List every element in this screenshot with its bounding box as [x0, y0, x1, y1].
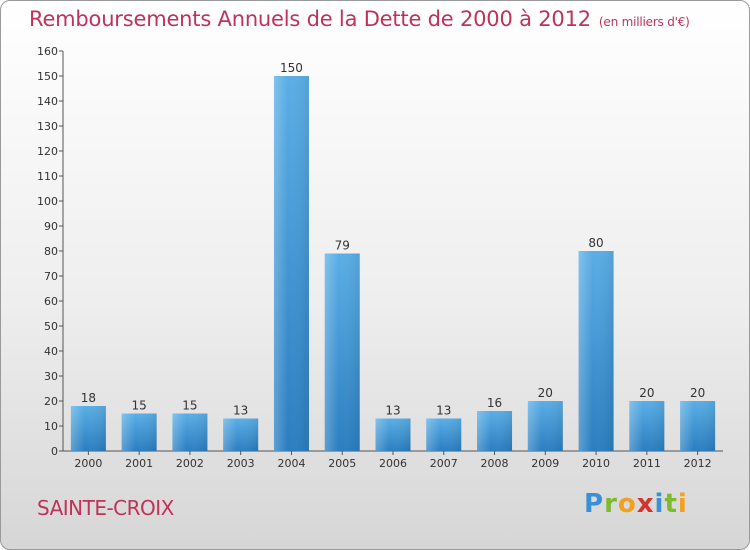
y-tick-label: 120	[37, 145, 58, 158]
bar-value-label: 80	[588, 236, 603, 250]
bar-value-label: 15	[182, 399, 197, 413]
bar-shade-2007	[426, 418, 462, 451]
bar-shade-2001	[121, 413, 157, 451]
chart-title-text: Remboursements Annuels de la Dette de 20…	[29, 7, 591, 31]
bar-shade-2005	[324, 253, 360, 451]
x-tick-label: 2008	[481, 457, 509, 470]
x-tick-label: 2012	[684, 457, 712, 470]
y-tick-label: 100	[37, 195, 58, 208]
x-tick-label: 2009	[531, 457, 559, 470]
y-tick-label: 60	[44, 295, 58, 308]
x-tick-label: 2003	[227, 457, 255, 470]
bar-shade-2002	[172, 413, 208, 451]
y-tick-label: 140	[37, 95, 58, 108]
x-tick-label: 2000	[74, 457, 102, 470]
bar-shade-2006	[375, 418, 411, 451]
y-tick-label: 150	[37, 70, 58, 83]
bar-value-label: 16	[487, 396, 502, 410]
y-tick-label: 90	[44, 220, 58, 233]
y-tick-label: 160	[37, 45, 58, 58]
x-tick-label: 2011	[633, 457, 661, 470]
bar-value-label: 13	[385, 404, 400, 418]
y-tick-label: 10	[44, 420, 58, 433]
y-tick-label: 30	[44, 370, 58, 383]
bar-shade-2009	[527, 401, 563, 451]
y-tick-label: 20	[44, 395, 58, 408]
bar-value-label: 150	[280, 61, 303, 75]
x-tick-label: 2010	[582, 457, 610, 470]
bar-shade-2008	[477, 411, 513, 451]
x-tick-label: 2006	[379, 457, 407, 470]
x-tick-label: 2007	[430, 457, 458, 470]
x-tick-label: 2002	[176, 457, 204, 470]
x-tick-label: 2004	[277, 457, 305, 470]
commune-name: SAINTE-CROIX	[37, 496, 174, 520]
bar-value-label: 20	[690, 386, 705, 400]
bar-value-label: 15	[132, 399, 147, 413]
y-tick-label: 50	[44, 320, 58, 333]
bar-value-label: 18	[81, 391, 96, 405]
y-tick-label: 110	[37, 170, 58, 183]
chart-title: Remboursements Annuels de la Dette de 20…	[29, 7, 690, 31]
bar-value-label: 20	[639, 386, 654, 400]
proxiti-logo: Proxiti	[584, 489, 688, 519]
y-tick-label: 0	[51, 445, 58, 458]
y-tick-label: 80	[44, 245, 58, 258]
bar-value-label: 79	[335, 239, 350, 253]
chart-unit: (en milliers d'€)	[598, 15, 690, 29]
bar-shade-2003	[223, 418, 259, 451]
bar-shade-2004	[273, 76, 309, 451]
bar-shade-2012	[680, 401, 716, 451]
bar-shade-2011	[629, 401, 665, 451]
y-tick-label: 130	[37, 120, 58, 133]
y-tick-label: 40	[44, 345, 58, 358]
bar-value-label: 13	[436, 404, 451, 418]
y-tick-label: 70	[44, 270, 58, 283]
bar-value-label: 20	[538, 386, 553, 400]
bar-shade-2000	[70, 406, 106, 451]
bar-shade-2010	[578, 251, 614, 451]
x-tick-label: 2005	[328, 457, 356, 470]
x-tick-label: 2001	[125, 457, 153, 470]
bar-value-label: 13	[233, 404, 248, 418]
